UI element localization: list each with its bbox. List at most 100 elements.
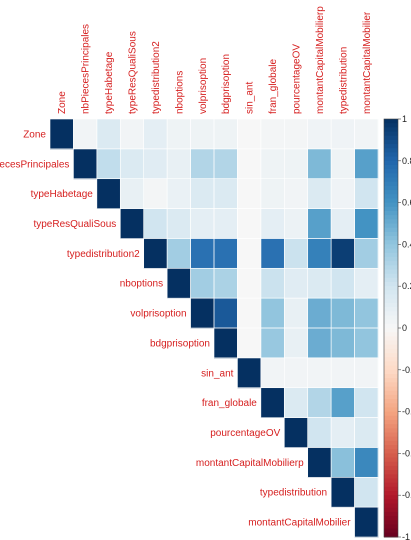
colorbar-tick-label: 0.6 [402,198,411,208]
heatmap-cell [354,328,379,359]
colorbar-segment [384,428,398,433]
colorbar-segment [384,474,398,479]
column-label: typeResQualiSous [128,31,139,114]
heatmap-cell [143,119,168,150]
column-label: nboptions [174,71,185,114]
heatmap-cell [284,357,309,389]
colorbar-segment [384,348,398,354]
heatmap-cell [354,148,379,180]
colorbar-tick-label: 0 [402,323,407,333]
colorbar-segment [384,123,398,128]
heatmap-cell [284,417,309,448]
heatmap-cell [120,178,145,209]
column-label: typedistribution [338,47,349,114]
colorbar-segment [384,495,398,500]
colorbar-segment [384,507,398,513]
colorbar-segment [384,440,398,446]
cell-border [354,506,379,538]
heatmap-cell [260,119,285,150]
colorbar-segment [384,340,398,346]
colorbar-segment [384,269,398,275]
colorbar-segment [384,160,398,166]
colorbar-segment [384,478,398,484]
heatmap-cell [120,148,145,180]
heatmap-cell [354,298,379,329]
colorbar-segment [384,248,398,254]
heatmap-cell [307,417,332,448]
column-label: nbPiecesPrincipales [81,24,92,114]
row-label: nboptions [120,279,163,290]
heatmap-cell [307,268,332,299]
colorbar-tick-label: -0.8 [402,490,411,500]
heatmap-cell [307,357,332,389]
colorbar-segment [384,148,398,153]
colorbar-segment [384,144,398,149]
colorbar-segment [384,403,398,408]
colorbar-segment [384,177,398,183]
row-label: fran_globale [202,398,257,409]
heatmap-cell [237,268,262,299]
heatmap-cell [354,208,379,239]
colorbar-segment [384,357,398,362]
colorbar-tick-label: 0.8 [402,156,411,166]
heatmap-cell [167,178,191,209]
colorbar-segment [384,139,398,145]
colorbar-segment [384,390,398,396]
heatmap-cell [237,357,262,389]
colorbar-segment [384,256,398,262]
heatmap-cell [120,119,145,150]
heatmap-cell [331,447,355,478]
heatmap-cell [260,238,285,269]
colorbar-segment [384,499,398,505]
colorbar-segment [384,227,398,233]
heatmap-cell [284,387,309,418]
colorbar-segment [384,277,398,283]
heatmap-cell [214,298,238,329]
colorbar-segment [384,424,398,429]
heatmap-cell [354,357,379,389]
colorbar-segment [384,323,398,329]
heatmap-cell [190,148,215,180]
heatmap-cell [190,268,215,299]
colorbar-segment [384,164,398,170]
heatmap-cell [190,119,215,150]
colorbar-segment [384,173,398,179]
heatmap-cell [237,148,262,180]
heatmap-cell [214,268,238,299]
heatmap-cell [260,268,285,299]
heatmap-cell [190,238,215,269]
heatmap-cell [50,119,74,150]
heatmap-cell [260,178,285,209]
heatmap-cell [167,148,191,180]
row-label: typeHabetage [31,189,94,200]
colorbar-segment [384,135,398,141]
heatmap-cell [167,208,191,239]
heatmap-cell [214,178,238,209]
colorbar-segment [384,344,398,350]
heatmap-cell [331,477,355,508]
heatmap-cell [260,298,285,329]
colorbar-segment [384,520,398,525]
heatmap-cell [331,178,355,209]
row-label: Zone [23,129,46,140]
colorbar-tick-label: -1 [402,532,410,540]
colorbar-segment [384,407,398,413]
colorbar-segment [384,244,398,250]
heatmap-cell [73,119,98,150]
heatmap-cell [260,328,285,359]
colorbar-segment [384,457,398,463]
column-labels: Zone nbPiecesPrincipales typeHabetage typeR… [57,6,373,114]
heatmap-cell [331,328,355,359]
heatmap-cell [354,447,379,478]
colorbar-segment [384,432,398,438]
colorbar-segment [384,261,398,266]
colorbar-segment [384,319,398,325]
colorbar-segment [384,332,398,337]
heatmap-cell [331,387,355,418]
heatmap-cell [214,208,238,239]
heatmap-cell [307,328,332,359]
heatmap-cell [214,238,238,269]
colorbar-segment [384,131,398,137]
colorbar-segment [384,503,398,509]
colorbar-segment [384,315,398,321]
